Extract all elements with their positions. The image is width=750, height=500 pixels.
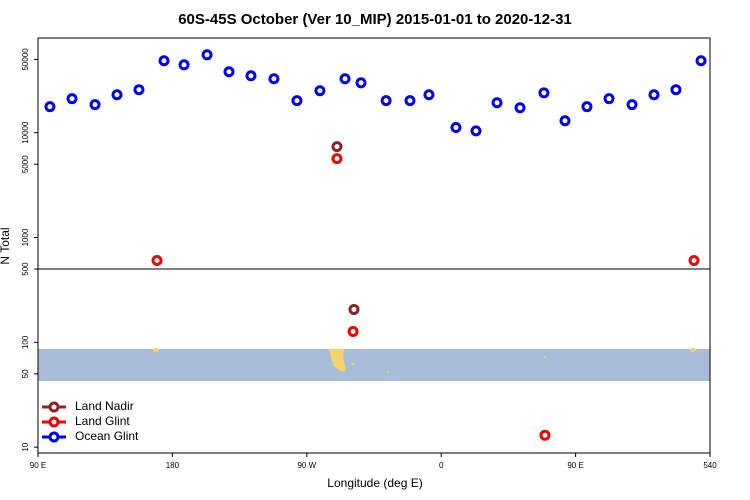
chart-title: 60S-45S October (Ver 10_MIP) 2015-01-01 … bbox=[178, 11, 572, 28]
point bbox=[603, 93, 615, 105]
legend-marker bbox=[48, 431, 60, 443]
point bbox=[626, 99, 638, 111]
point bbox=[111, 89, 123, 101]
y-tick-label: 10000 bbox=[21, 121, 30, 144]
point bbox=[268, 73, 280, 85]
point bbox=[89, 99, 101, 111]
point bbox=[331, 141, 343, 153]
point bbox=[291, 95, 303, 107]
point bbox=[559, 115, 571, 127]
point bbox=[245, 70, 257, 82]
point bbox=[695, 55, 707, 67]
point bbox=[158, 55, 170, 67]
point bbox=[44, 101, 56, 113]
x-tick-label: 90 E bbox=[30, 461, 46, 470]
y-tick-label: 50000 bbox=[21, 48, 30, 71]
y-tick-label: 5000 bbox=[21, 155, 30, 173]
land-patch bbox=[153, 348, 159, 352]
y-tick-label: 10 bbox=[21, 442, 30, 451]
land-patch bbox=[544, 356, 546, 358]
y-tick-label: 100 bbox=[21, 335, 30, 349]
x-tick-label: 90 E bbox=[567, 461, 583, 470]
point bbox=[581, 101, 593, 113]
point bbox=[151, 254, 163, 266]
point bbox=[423, 89, 435, 101]
land-patch bbox=[351, 362, 355, 366]
point bbox=[670, 84, 682, 96]
point bbox=[331, 153, 343, 165]
x-tick-label: 90 W bbox=[297, 461, 316, 470]
point bbox=[223, 66, 235, 78]
point bbox=[178, 59, 190, 71]
point bbox=[688, 254, 700, 266]
legend-label: Land Nadir bbox=[75, 399, 134, 413]
point bbox=[491, 97, 503, 109]
y-axis-label: N Total bbox=[0, 227, 12, 264]
point bbox=[66, 93, 78, 105]
plot-frame bbox=[37, 37, 711, 454]
point bbox=[514, 102, 526, 114]
point bbox=[201, 49, 213, 61]
point bbox=[355, 77, 367, 89]
x-tick-label: 0 bbox=[439, 461, 444, 470]
map-strip bbox=[38, 348, 710, 381]
x-tick-label: 540 bbox=[703, 461, 717, 470]
land-patch bbox=[387, 371, 389, 373]
legend-label: Land Glint bbox=[75, 414, 130, 428]
point bbox=[314, 85, 326, 97]
x-tick-label: 180 bbox=[166, 461, 180, 470]
point bbox=[339, 73, 351, 85]
x-axis-label: Longitude (deg E) bbox=[327, 476, 422, 490]
y-tick-label: 1000 bbox=[21, 228, 30, 246]
point bbox=[347, 325, 359, 337]
point bbox=[539, 429, 551, 441]
land-patch bbox=[329, 349, 346, 372]
point bbox=[648, 89, 660, 101]
legend-marker bbox=[48, 401, 60, 413]
point bbox=[380, 95, 392, 107]
y-tick-label: 500 bbox=[21, 262, 30, 276]
legend-label: Ocean Glint bbox=[75, 429, 139, 443]
point bbox=[450, 122, 462, 134]
legend-marker bbox=[48, 416, 60, 428]
y-tick-label: 50 bbox=[21, 369, 30, 378]
land-patch bbox=[690, 348, 696, 352]
point bbox=[133, 84, 145, 96]
point bbox=[538, 87, 550, 99]
point bbox=[470, 125, 482, 137]
point bbox=[404, 95, 416, 107]
point bbox=[348, 303, 360, 315]
ocean-band bbox=[38, 349, 710, 381]
